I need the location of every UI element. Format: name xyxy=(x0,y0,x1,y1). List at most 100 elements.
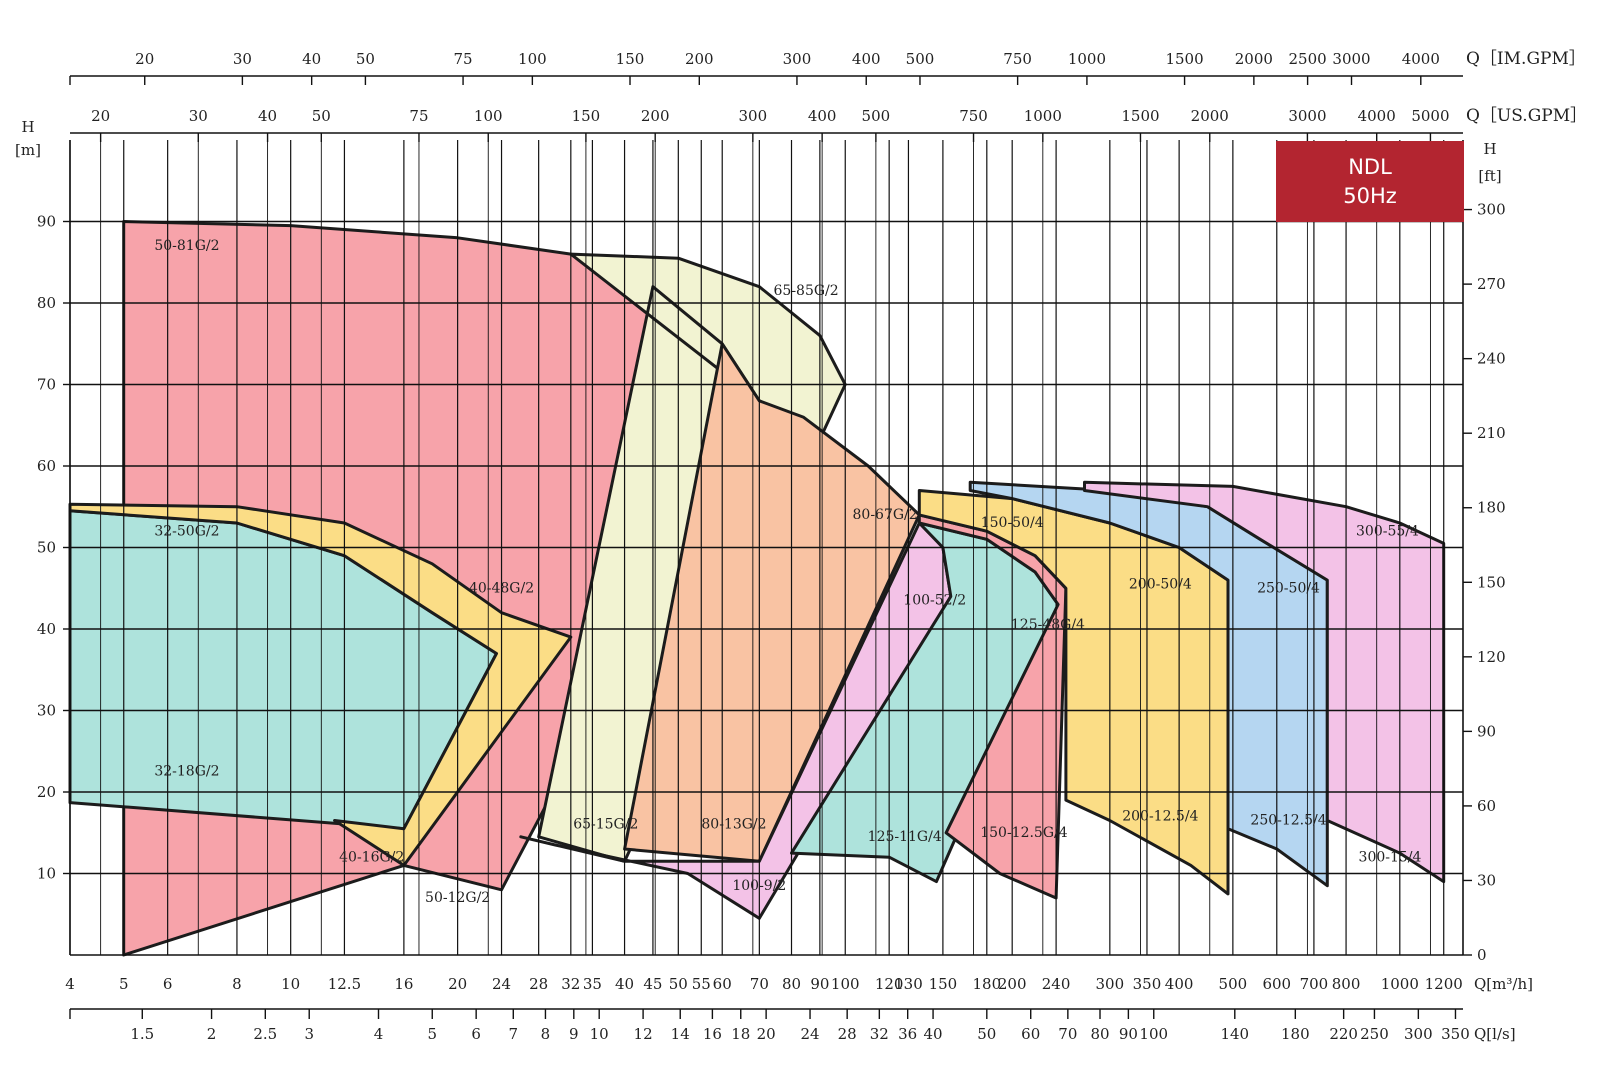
x-tick-label-imgpm: 75 xyxy=(454,50,473,68)
x-tick-label-ls: 10 xyxy=(590,1025,609,1043)
region-label-40-48G/2: 40-48G/2 xyxy=(469,580,534,596)
region-label-100-52/2: 100-52/2 xyxy=(903,593,966,609)
model-badge: NDL 50Hz xyxy=(1276,141,1464,222)
ft-tick-label: 90 xyxy=(1477,722,1496,740)
x-tick-label-m3h: 10 xyxy=(281,975,300,993)
x-tick-label-ls: 350 xyxy=(1441,1025,1470,1043)
region-label-250-12.5/4: 250-12.5/4 xyxy=(1250,813,1326,829)
axes: 102030405060708090H[m]030609012015018021… xyxy=(15,49,1587,1043)
x-tick-label-ls: 250 xyxy=(1360,1025,1389,1043)
x-tick-label-imgpm: 3000 xyxy=(1332,50,1370,68)
x-tick-label-m3h: 24 xyxy=(492,975,511,993)
x-tick-label-imgpm: 100 xyxy=(518,50,547,68)
x-tick-label-m3h: 500 xyxy=(1219,975,1248,993)
x-tick-label-ls: 100 xyxy=(1139,1025,1168,1043)
x-tick-label-imgpm: 400 xyxy=(852,50,881,68)
x-axis-unit-usgpm: Q［US.GPM］ xyxy=(1466,106,1587,126)
x-tick-label-usgpm: 3000 xyxy=(1288,107,1326,125)
x-tick-label-m3h: 240 xyxy=(1042,975,1071,993)
x-tick-label-m3h: 150 xyxy=(929,975,958,993)
region-label-80-13G/2: 80-13G/2 xyxy=(701,817,766,833)
region-label-50-81G/2: 50-81G/2 xyxy=(154,238,219,254)
x-tick-label-m3h: 55 xyxy=(692,975,711,993)
x-tick-label-ls: 50 xyxy=(977,1025,996,1043)
region-label-50-12G/2: 50-12G/2 xyxy=(425,890,490,906)
x-tick-label-m3h: 700 xyxy=(1300,975,1329,993)
y-tick-label: 10 xyxy=(37,865,56,883)
x-tick-label-ls: 5 xyxy=(427,1025,437,1043)
x-tick-label-ls: 60 xyxy=(1021,1025,1040,1043)
ft-tick-label: 210 xyxy=(1477,424,1506,442)
x-tick-label-m3h: 400 xyxy=(1165,975,1194,993)
ft-tick-label: 0 xyxy=(1477,946,1487,964)
x-tick-label-imgpm: 750 xyxy=(1003,50,1032,68)
y-tick-label: 40 xyxy=(37,620,56,638)
region-label-65-85G/2: 65-85G/2 xyxy=(774,283,839,299)
x-tick-label-usgpm: 300 xyxy=(739,107,768,125)
x-tick-label-m3h: 45 xyxy=(643,975,662,993)
x-tick-label-m3h: 8 xyxy=(232,975,242,993)
region-label-200-12.5/4: 200-12.5/4 xyxy=(1122,809,1198,825)
x-tick-label-usgpm: 500 xyxy=(862,107,891,125)
ft-tick-label: 60 xyxy=(1477,797,1496,815)
x-tick-label-usgpm: 30 xyxy=(189,107,208,125)
x-tick-label-usgpm: 2000 xyxy=(1191,107,1229,125)
x-tick-label-usgpm: 750 xyxy=(959,107,988,125)
x-tick-label-imgpm: 500 xyxy=(906,50,935,68)
x-tick-label-ls: 40 xyxy=(924,1025,943,1043)
x-tick-label-ls: 90 xyxy=(1119,1025,1138,1043)
ft-tick-label: 300 xyxy=(1477,201,1506,219)
x-tick-label-ls: 2 xyxy=(207,1025,217,1043)
x-tick-label-ls: 80 xyxy=(1090,1025,1109,1043)
x-tick-label-ls: 18 xyxy=(731,1025,750,1043)
y-tick-label: 60 xyxy=(37,457,56,475)
badge-model: NDL xyxy=(1348,154,1392,179)
region-label-150-50/4: 150-50/4 xyxy=(981,515,1044,531)
x-tick-label-ls: 24 xyxy=(800,1025,819,1043)
x-tick-label-m3h: 1200 xyxy=(1425,975,1463,993)
x-tick-label-usgpm: 1500 xyxy=(1121,107,1159,125)
x-tick-label-imgpm: 50 xyxy=(356,50,375,68)
x-tick-label-ls: 140 xyxy=(1220,1025,1249,1043)
x-tick-label-ls: 300 xyxy=(1404,1025,1433,1043)
x-tick-label-ls: 8 xyxy=(541,1025,551,1043)
x-tick-label-m3h: 60 xyxy=(713,975,732,993)
region-label-200-50/4: 200-50/4 xyxy=(1129,576,1192,592)
x-tick-label-ls: 14 xyxy=(671,1025,690,1043)
region-label-125-48G/4: 125-48G/4 xyxy=(1011,617,1085,633)
x-tick-label-m3h: 35 xyxy=(583,975,602,993)
grid-lines xyxy=(69,140,1463,955)
region-label-125-11G/4: 125-11G/4 xyxy=(868,829,942,845)
x-tick-label-imgpm: 150 xyxy=(616,50,645,68)
x-axis-unit-ls: Q[l/s] xyxy=(1474,1025,1516,1043)
x-tick-label-imgpm: 1000 xyxy=(1068,50,1106,68)
region-40-48G/2 xyxy=(68,502,573,867)
region-label-300-15/4: 300-15/4 xyxy=(1359,849,1422,865)
x-tick-label-ls: 6 xyxy=(471,1025,481,1043)
ft-tick-label: 240 xyxy=(1477,350,1506,368)
x-tick-label-ls: 220 xyxy=(1329,1025,1358,1043)
y-tick-label: 30 xyxy=(37,702,56,720)
x-tick-label-m3h: 350 xyxy=(1133,975,1162,993)
ft-tick-label: 150 xyxy=(1477,573,1506,591)
x-tick-label-m3h: 32 xyxy=(561,975,580,993)
region-label-32-18G/2: 32-18G/2 xyxy=(154,764,219,780)
x-tick-label-usgpm: 20 xyxy=(91,107,110,125)
x-tick-label-ls: 16 xyxy=(703,1025,722,1043)
ft-tick-label: 120 xyxy=(1477,648,1506,666)
ft-tick-label: 270 xyxy=(1477,275,1506,293)
y-tick-label: 80 xyxy=(37,294,56,312)
x-tick-label-ls: 20 xyxy=(757,1025,776,1043)
x-tick-label-usgpm: 5000 xyxy=(1411,107,1449,125)
y-axis-label-left: H xyxy=(21,118,34,136)
x-tick-label-m3h: 6 xyxy=(163,975,173,993)
x-tick-label-ls: 4 xyxy=(374,1025,384,1043)
x-tick-label-imgpm: 20 xyxy=(135,50,154,68)
x-tick-label-ls: 32 xyxy=(870,1025,889,1043)
x-tick-label-usgpm: 400 xyxy=(808,107,837,125)
x-tick-label-m3h: 12.5 xyxy=(328,975,361,993)
region-label-65-15G/2: 65-15G/2 xyxy=(573,817,638,833)
x-tick-label-m3h: 16 xyxy=(394,975,413,993)
y-tick-label: 90 xyxy=(37,213,56,231)
